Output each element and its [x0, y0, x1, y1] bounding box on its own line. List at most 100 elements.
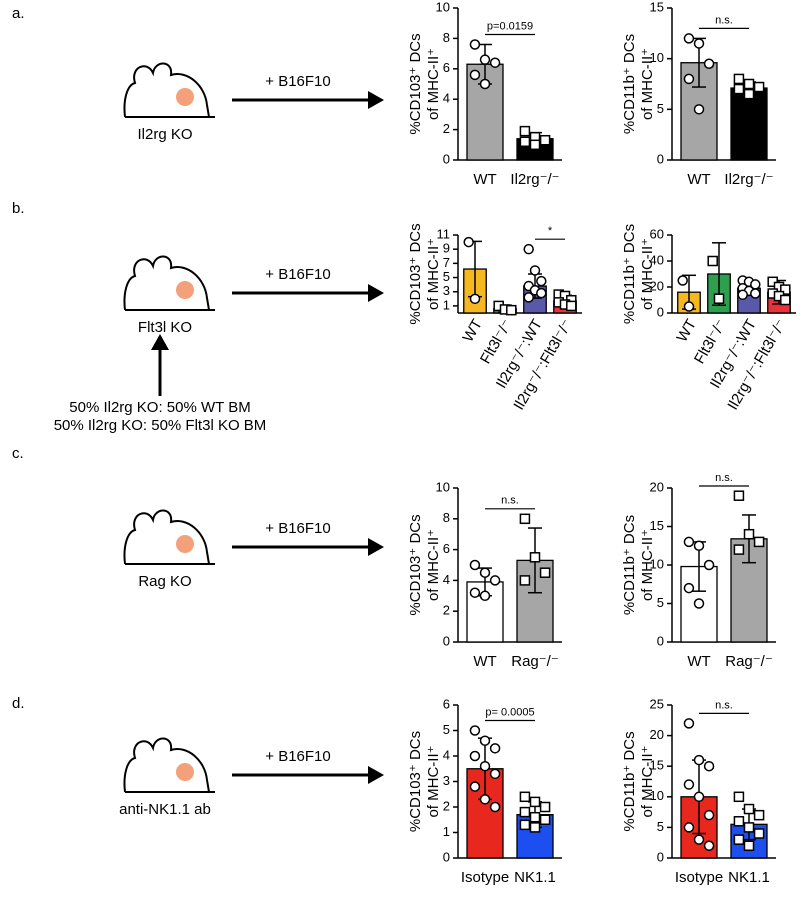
donor-label: 50% Il2rg KO: 50% WT BM	[69, 399, 250, 416]
y-axis-label: of MHC-II⁺	[639, 238, 656, 310]
data-point	[703, 840, 715, 852]
y-tick-label: 25	[650, 696, 664, 711]
data-point	[539, 814, 551, 825]
y-tick-label: 5	[443, 722, 450, 737]
y-tick-label: 8	[443, 30, 450, 45]
data-point	[479, 78, 491, 90]
y-tick-label: 5	[657, 101, 664, 116]
data-point	[743, 528, 755, 540]
data-point	[703, 58, 715, 69]
x-tick-label: NK1.1	[514, 869, 556, 886]
data-point	[536, 287, 547, 299]
up-arrow-head	[151, 334, 169, 350]
y-tick-label: 0	[657, 849, 664, 864]
significance-label: p= 0.0005	[485, 706, 534, 718]
data-point	[683, 582, 695, 594]
data-point	[489, 57, 501, 68]
y-tick-label: 10	[436, 479, 450, 494]
x-tick-label: Rag⁻/⁻	[725, 653, 773, 670]
mouse-outline	[123, 255, 215, 311]
data-point	[733, 544, 745, 555]
data-point	[506, 304, 517, 316]
y-tick-label: 1	[443, 297, 450, 312]
data-point	[479, 590, 491, 602]
data-point	[703, 809, 715, 821]
data-point	[469, 293, 481, 305]
y-tick-label: 15	[650, 518, 664, 533]
panel-label: b.	[12, 200, 25, 217]
data-point	[693, 834, 705, 845]
x-tick-label: WT	[460, 316, 486, 345]
data-point	[489, 575, 501, 586]
model-label: Il2rg KO	[137, 126, 192, 143]
data-point	[519, 125, 531, 137]
y-tick-label: 15	[650, 758, 664, 773]
y-axis-label: of MHC-II⁺	[639, 529, 656, 601]
data-point	[733, 73, 745, 85]
data-point	[463, 236, 474, 248]
y-tick-label: 10	[650, 556, 664, 571]
y-tick-label: 3	[443, 773, 450, 788]
data-point	[677, 275, 688, 286]
y-tick-label: 60	[650, 226, 664, 241]
donor-label: 50% Il2rg KO: 50% Flt3l KO BM	[54, 417, 267, 434]
y-tick-label: 0	[443, 151, 450, 166]
y-tick-label: 11	[437, 226, 451, 241]
y-tick-label: 4	[443, 91, 450, 106]
x-tick-label: Isotype	[461, 869, 509, 886]
panel-label: c.	[12, 445, 24, 462]
data-point	[703, 760, 715, 772]
y-tick-label: 8	[443, 510, 450, 525]
treatment-label: + B16F10	[265, 748, 330, 765]
data-point	[469, 725, 481, 736]
data-point	[707, 255, 718, 267]
y-tick-label: 7	[443, 255, 450, 270]
y-tick-label: 2	[443, 603, 450, 618]
data-point	[519, 575, 531, 586]
significance-label: p=0.0159	[487, 20, 533, 32]
treatment-label: + B16F10	[265, 520, 330, 537]
data-point	[743, 803, 755, 815]
treatment-label: + B16F10	[265, 266, 330, 283]
mouse-outline	[123, 737, 215, 793]
data-point	[733, 490, 745, 501]
data-point	[713, 293, 725, 304]
y-axis-label: of MHC-II⁺	[639, 745, 656, 817]
y-tick-label: 4	[443, 572, 450, 587]
data-point	[780, 294, 791, 306]
x-tick-label: WT	[687, 171, 710, 188]
arrow-head	[368, 538, 384, 556]
data-point	[529, 265, 541, 276]
data-point	[479, 567, 491, 578]
y-tick-label: 3	[443, 283, 450, 298]
y-tick-label: 10	[650, 788, 664, 803]
data-point	[469, 750, 481, 762]
data-point	[693, 791, 705, 803]
x-tick-label: WT	[473, 653, 496, 670]
x-tick-label: Rag⁻/⁻	[511, 653, 559, 670]
data-point	[479, 54, 491, 65]
data-point	[733, 83, 745, 95]
data-point	[519, 819, 531, 831]
panel-label: d.	[12, 695, 25, 712]
data-point	[753, 81, 765, 93]
y-tick-label: 2	[443, 121, 450, 136]
y-tick-label: 20	[650, 727, 664, 742]
data-point	[479, 735, 491, 746]
model-label: Rag KO	[138, 573, 191, 590]
y-tick-label: 20	[650, 278, 664, 293]
significance-label: n.s.	[715, 14, 733, 26]
y-tick-label: 0	[657, 633, 664, 648]
data-point	[743, 88, 755, 100]
y-tick-label: 0	[443, 849, 450, 864]
data-point	[469, 781, 481, 792]
data-point	[489, 743, 501, 754]
data-point	[469, 587, 481, 598]
y-tick-label: 5	[443, 269, 450, 284]
y-tick-label: 1	[443, 824, 450, 839]
y-axis-label: %CD103⁺ DCs	[407, 223, 424, 324]
y-tick-label: 0	[443, 633, 450, 648]
y-axis-label: of MHC-II⁺	[425, 238, 442, 310]
data-point	[733, 816, 745, 827]
